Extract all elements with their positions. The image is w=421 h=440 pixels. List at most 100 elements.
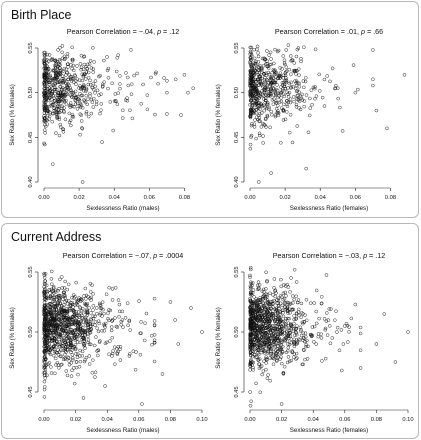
- data-point: [47, 70, 51, 74]
- data-point: [89, 111, 94, 116]
- chart-title: Pearson Correlation = .01, p = .66: [275, 27, 383, 36]
- data-point: [47, 339, 52, 343]
- data-point: [60, 76, 64, 81]
- data-point: [257, 131, 262, 136]
- data-point: [165, 112, 169, 116]
- data-point: [295, 312, 299, 316]
- data-point: [66, 335, 71, 339]
- data-point: [58, 84, 63, 89]
- data-point: [248, 146, 253, 151]
- data-point: [69, 303, 73, 308]
- data-point: [106, 66, 111, 71]
- data-point: [79, 297, 84, 301]
- data-point: [60, 56, 65, 61]
- data-point: [322, 104, 327, 108]
- data-point: [263, 98, 268, 102]
- data-point: [85, 66, 89, 71]
- data-point: [266, 343, 270, 347]
- data-point: [173, 318, 177, 322]
- data-point: [106, 86, 110, 91]
- data-point: [74, 312, 78, 316]
- data-point: [70, 95, 74, 99]
- data-point: [273, 344, 277, 349]
- data-point: [48, 331, 52, 336]
- data-point: [306, 130, 311, 135]
- data-point: [262, 351, 267, 355]
- data-point: [82, 99, 87, 103]
- data-point: [251, 288, 256, 292]
- data-point: [91, 46, 95, 50]
- data-point: [290, 325, 295, 329]
- data-point: [292, 314, 296, 318]
- data-point: [78, 354, 82, 358]
- x-tick-label: 0.10: [196, 417, 207, 423]
- data-point: [66, 355, 70, 359]
- data-point: [319, 301, 324, 306]
- data-point: [248, 368, 252, 372]
- data-point: [263, 105, 267, 109]
- data-point: [47, 312, 51, 316]
- data-point: [374, 108, 379, 113]
- x-tick-label: 0.08: [385, 195, 396, 201]
- data-point: [53, 290, 58, 294]
- data-point: [73, 381, 77, 386]
- data-point: [248, 299, 253, 304]
- data-point: [78, 359, 83, 364]
- data-point: [85, 310, 89, 314]
- data-point: [62, 286, 67, 290]
- data-point: [292, 317, 296, 322]
- data-point: [261, 296, 266, 301]
- data-point: [294, 72, 298, 76]
- data-point: [271, 351, 275, 356]
- data-point: [325, 311, 329, 315]
- data-point: [293, 79, 297, 83]
- data-point: [248, 323, 252, 328]
- data-point: [55, 329, 60, 333]
- x-tick-label: 0.02: [276, 417, 287, 423]
- data-point: [46, 334, 51, 338]
- data-point: [53, 304, 57, 308]
- data-point: [56, 323, 60, 327]
- data-point: [274, 101, 278, 105]
- data-point: [93, 323, 97, 327]
- data-point: [58, 71, 62, 75]
- data-point: [42, 281, 47, 286]
- data-point: [65, 62, 70, 66]
- data-point: [279, 96, 283, 100]
- data-point: [286, 43, 291, 47]
- data-point: [152, 319, 157, 323]
- data-point: [278, 332, 282, 336]
- data-point: [182, 73, 187, 77]
- data-point: [60, 50, 64, 55]
- data-point: [97, 301, 102, 306]
- data-point: [51, 162, 55, 166]
- y-tick-label: 0.45: [234, 386, 240, 397]
- data-point: [79, 67, 83, 72]
- data-point: [56, 48, 60, 52]
- data-point: [60, 44, 65, 48]
- data-point: [47, 114, 52, 119]
- data-point: [299, 59, 303, 64]
- data-point: [264, 356, 268, 361]
- chart-title-p-sep: ,: [153, 27, 157, 36]
- data-point: [47, 95, 52, 99]
- data-point: [42, 80, 46, 85]
- data-point: [295, 47, 300, 52]
- data-point: [347, 330, 351, 334]
- data-point: [317, 72, 321, 77]
- data-point: [269, 57, 273, 61]
- data-point: [269, 76, 273, 80]
- data-point: [253, 61, 257, 66]
- data-point: [279, 355, 283, 359]
- data-point: [279, 346, 283, 350]
- chart-title: Pearson Correlation = −.04, p = .12: [67, 27, 180, 36]
- x-tick-label: 0.06: [144, 195, 155, 201]
- data-point: [191, 86, 195, 90]
- data-point: [115, 102, 120, 106]
- data-point: [277, 346, 282, 350]
- y-tick-label: 0.55: [28, 266, 34, 277]
- data-point: [279, 141, 283, 145]
- data-point: [69, 123, 73, 128]
- data-point: [270, 333, 275, 338]
- data-point: [249, 50, 253, 55]
